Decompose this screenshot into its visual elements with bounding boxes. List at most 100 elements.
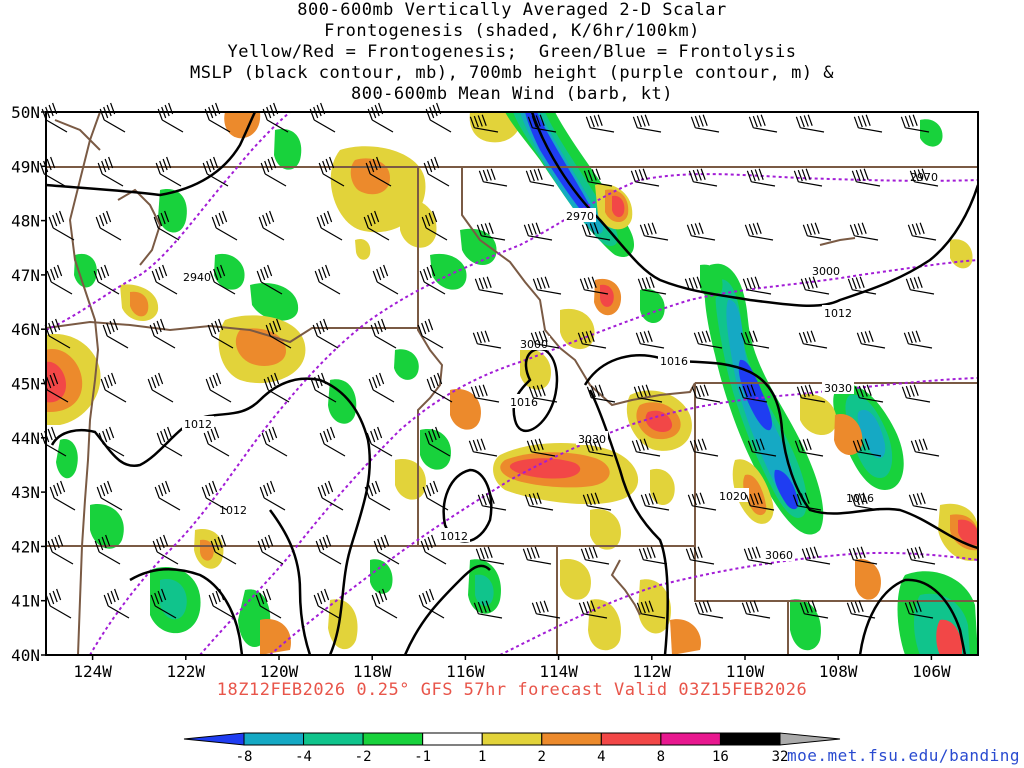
wind-barb	[577, 330, 607, 349]
lat-tick-label: 42N	[11, 537, 40, 556]
wind-barb	[417, 318, 444, 349]
wind-barb	[743, 546, 773, 565]
lon-tick-label: 110W	[726, 662, 765, 681]
wind-barb	[525, 168, 555, 187]
height-label: 2970	[910, 171, 938, 184]
wind-barb	[742, 276, 772, 295]
wind-barb	[472, 330, 502, 349]
wind-barb	[854, 384, 884, 403]
mslp-label-bg	[822, 305, 854, 319]
wind-barb	[794, 438, 824, 457]
wind-barb	[95, 210, 122, 241]
wind-barb	[688, 168, 718, 187]
wind-barb	[98, 426, 125, 457]
colorbar-bin	[719, 732, 781, 746]
wind-barb	[260, 156, 287, 187]
lat-tick-label: 41N	[11, 592, 40, 611]
credit-link[interactable]: moe.met.fsu.edu/banding	[786, 746, 1020, 765]
colorbar-bin	[362, 732, 424, 746]
height-label-bg	[908, 169, 940, 183]
mslp-label: 1020	[719, 490, 747, 503]
height-label: 3000	[812, 265, 840, 278]
wind-barb	[93, 264, 120, 295]
wind-barb	[469, 114, 499, 133]
wind-barb	[40, 426, 67, 457]
mslp-label-bg	[182, 416, 214, 430]
wind-barb	[426, 372, 453, 403]
wind-barb	[478, 168, 508, 187]
wind-barb	[318, 156, 345, 187]
wind-barb	[689, 438, 719, 457]
wind-barb	[630, 168, 660, 187]
wind-barb	[580, 546, 610, 565]
wind-barb	[740, 330, 770, 349]
wind-barb	[798, 330, 828, 349]
wind-barb	[259, 480, 286, 511]
colorbar-label: -1	[414, 749, 431, 765]
wind-barb	[908, 492, 938, 511]
wind-barb	[204, 102, 231, 133]
wind-barb	[316, 210, 343, 241]
colorbar-label: -8	[236, 749, 253, 765]
wind-barb	[203, 426, 230, 457]
wind-barb	[155, 156, 182, 187]
wind-barb	[907, 222, 937, 241]
wind-barb	[741, 600, 771, 619]
wind-barb	[800, 276, 830, 295]
title-line-3: Yellow/Red = Frontogenesis; Green/Blue =…	[227, 42, 797, 62]
colorbar-bin	[541, 732, 602, 746]
wind-barb	[257, 534, 284, 565]
wind-barb	[265, 318, 292, 349]
wind-barb	[693, 330, 723, 349]
colorbar-arrow-high	[779, 732, 841, 746]
wind-barb	[470, 384, 500, 403]
wind-barb	[94, 534, 121, 565]
lat-tick-label: 40N	[11, 646, 40, 665]
colorbar-bin	[422, 732, 483, 746]
wind-barb	[639, 222, 669, 241]
wind-barb	[153, 210, 180, 241]
wind-barb	[796, 384, 826, 403]
title-line-2: Frontogenesis (shaded, K/6hr/100km)	[324, 21, 700, 41]
wind-barb	[522, 546, 552, 565]
wind-barb	[46, 264, 73, 295]
wind-barb	[532, 276, 562, 295]
title-line-1: 800-600mb Vertically Averaged 2-D Scalar	[297, 0, 727, 20]
wind-barb	[477, 492, 507, 511]
wind-barb	[156, 426, 183, 457]
wind-barb	[261, 426, 288, 457]
lat-tick-label: 44N	[11, 429, 40, 448]
height-label-bg	[763, 547, 795, 561]
political-borders	[46, 112, 978, 655]
wind-barb	[48, 210, 75, 241]
wind-barb	[147, 372, 174, 403]
wind-barb	[795, 114, 825, 133]
wind-barb	[370, 318, 397, 349]
wind-barb	[746, 168, 776, 187]
wind-barb	[210, 534, 237, 565]
wind-barb	[801, 546, 831, 565]
wind-barb	[103, 588, 130, 619]
wind-barb	[631, 438, 661, 457]
wind-barb	[685, 546, 715, 565]
wind-barb	[423, 156, 450, 187]
wind-barb	[849, 222, 879, 241]
wind-barb	[373, 534, 400, 565]
wind-barb	[102, 318, 129, 349]
mslp-label-bg	[438, 528, 470, 542]
wind-barb	[154, 480, 181, 511]
colorbar-bin	[303, 732, 364, 746]
wind-barb	[201, 480, 228, 511]
mslp-label-bg	[217, 502, 249, 516]
wind-barb	[636, 600, 666, 619]
lat-tick-label: 43N	[11, 483, 40, 502]
wind-barb	[368, 372, 395, 403]
lat-tick-label: 46N	[11, 320, 40, 339]
wind-barb	[690, 114, 720, 133]
wind-barb	[850, 492, 880, 511]
mslp-label: 1012	[824, 307, 852, 320]
lon-tick-label: 122W	[167, 662, 206, 681]
map-axes: 124W 122W 120W 118W 116W 114W 112W 110W 108W 106W…	[11, 103, 951, 681]
colorbar-label: 4	[597, 749, 605, 765]
wind-barb	[157, 102, 184, 133]
